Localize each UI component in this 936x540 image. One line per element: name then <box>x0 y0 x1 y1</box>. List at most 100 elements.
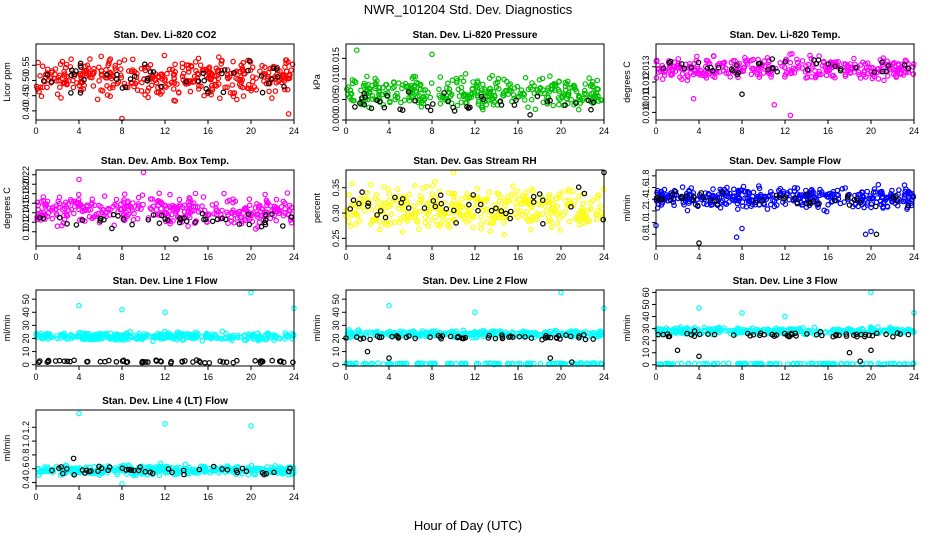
point <box>34 199 41 206</box>
outlier-point <box>140 169 147 176</box>
x-tick-label: 24 <box>599 126 609 136</box>
outlier-point <box>353 47 360 54</box>
point <box>378 205 384 212</box>
point <box>279 72 286 78</box>
y-tick-label: 0.55 <box>21 57 31 75</box>
y-tick-label: 20 <box>641 336 651 346</box>
x-tick-label: 12 <box>780 252 790 262</box>
outlier-point <box>76 302 82 309</box>
point <box>73 222 80 228</box>
point <box>594 77 601 84</box>
outlier-point <box>568 359 575 365</box>
point <box>510 183 516 190</box>
x-tick-label: 16 <box>513 372 523 382</box>
point <box>282 57 289 63</box>
point <box>76 191 82 198</box>
y-tick-label: 0.011 <box>641 86 651 108</box>
x-tick-label: 12 <box>470 252 480 262</box>
panel-ylabel: ml/min <box>622 195 632 222</box>
point <box>356 195 363 202</box>
point <box>366 90 373 96</box>
point <box>369 82 375 89</box>
point <box>121 191 128 198</box>
point <box>187 214 193 221</box>
point <box>877 361 884 368</box>
point <box>454 334 461 341</box>
point <box>654 205 661 211</box>
point <box>49 467 55 474</box>
point <box>555 332 562 339</box>
point <box>864 60 871 66</box>
point <box>576 333 583 339</box>
point <box>126 68 132 74</box>
point <box>460 327 467 334</box>
point <box>283 60 289 67</box>
point <box>121 57 128 63</box>
point <box>349 77 356 83</box>
point <box>262 191 268 198</box>
data-points <box>653 50 917 119</box>
point <box>158 83 164 90</box>
point <box>144 78 151 84</box>
point <box>723 201 730 207</box>
point <box>161 52 168 59</box>
point <box>182 358 188 364</box>
point <box>246 202 253 209</box>
x-tick-label: 24 <box>599 372 609 382</box>
point <box>861 204 867 211</box>
point <box>581 87 588 94</box>
point <box>388 220 394 226</box>
point <box>289 61 296 68</box>
point <box>282 210 288 217</box>
point <box>500 93 507 99</box>
point <box>804 331 810 337</box>
point <box>257 68 263 75</box>
x-tick-label: 0 <box>343 126 348 136</box>
point <box>259 469 266 476</box>
point <box>116 59 123 66</box>
point <box>741 54 748 61</box>
point <box>730 194 736 200</box>
point <box>598 209 604 216</box>
point <box>495 86 502 92</box>
point <box>89 196 96 203</box>
point <box>386 191 393 197</box>
point <box>521 97 528 103</box>
point <box>678 193 685 200</box>
point <box>507 215 514 222</box>
point <box>890 60 897 67</box>
point <box>109 225 115 232</box>
point <box>68 331 74 338</box>
outlier-point <box>868 347 874 354</box>
point <box>436 92 443 99</box>
point <box>84 333 90 340</box>
point <box>174 81 180 87</box>
point <box>120 216 127 222</box>
point <box>874 195 881 201</box>
point <box>895 62 902 68</box>
x-tick-label: 8 <box>119 372 124 382</box>
point <box>534 93 541 100</box>
point <box>64 466 70 472</box>
point <box>586 94 593 101</box>
point <box>691 333 698 340</box>
point <box>493 205 499 212</box>
point <box>896 187 902 193</box>
x-tick-label: 20 <box>246 126 256 136</box>
point <box>352 104 358 110</box>
data-points <box>653 289 917 368</box>
point <box>276 208 283 214</box>
point <box>845 193 851 199</box>
point <box>40 197 47 204</box>
point <box>112 331 118 338</box>
point <box>84 62 91 68</box>
point <box>358 87 364 94</box>
y-tick-label: 10 <box>21 347 31 357</box>
point <box>430 198 437 204</box>
point <box>223 359 230 366</box>
point <box>366 86 373 93</box>
point <box>446 86 453 92</box>
outlier-point <box>386 355 392 361</box>
point <box>529 80 535 86</box>
